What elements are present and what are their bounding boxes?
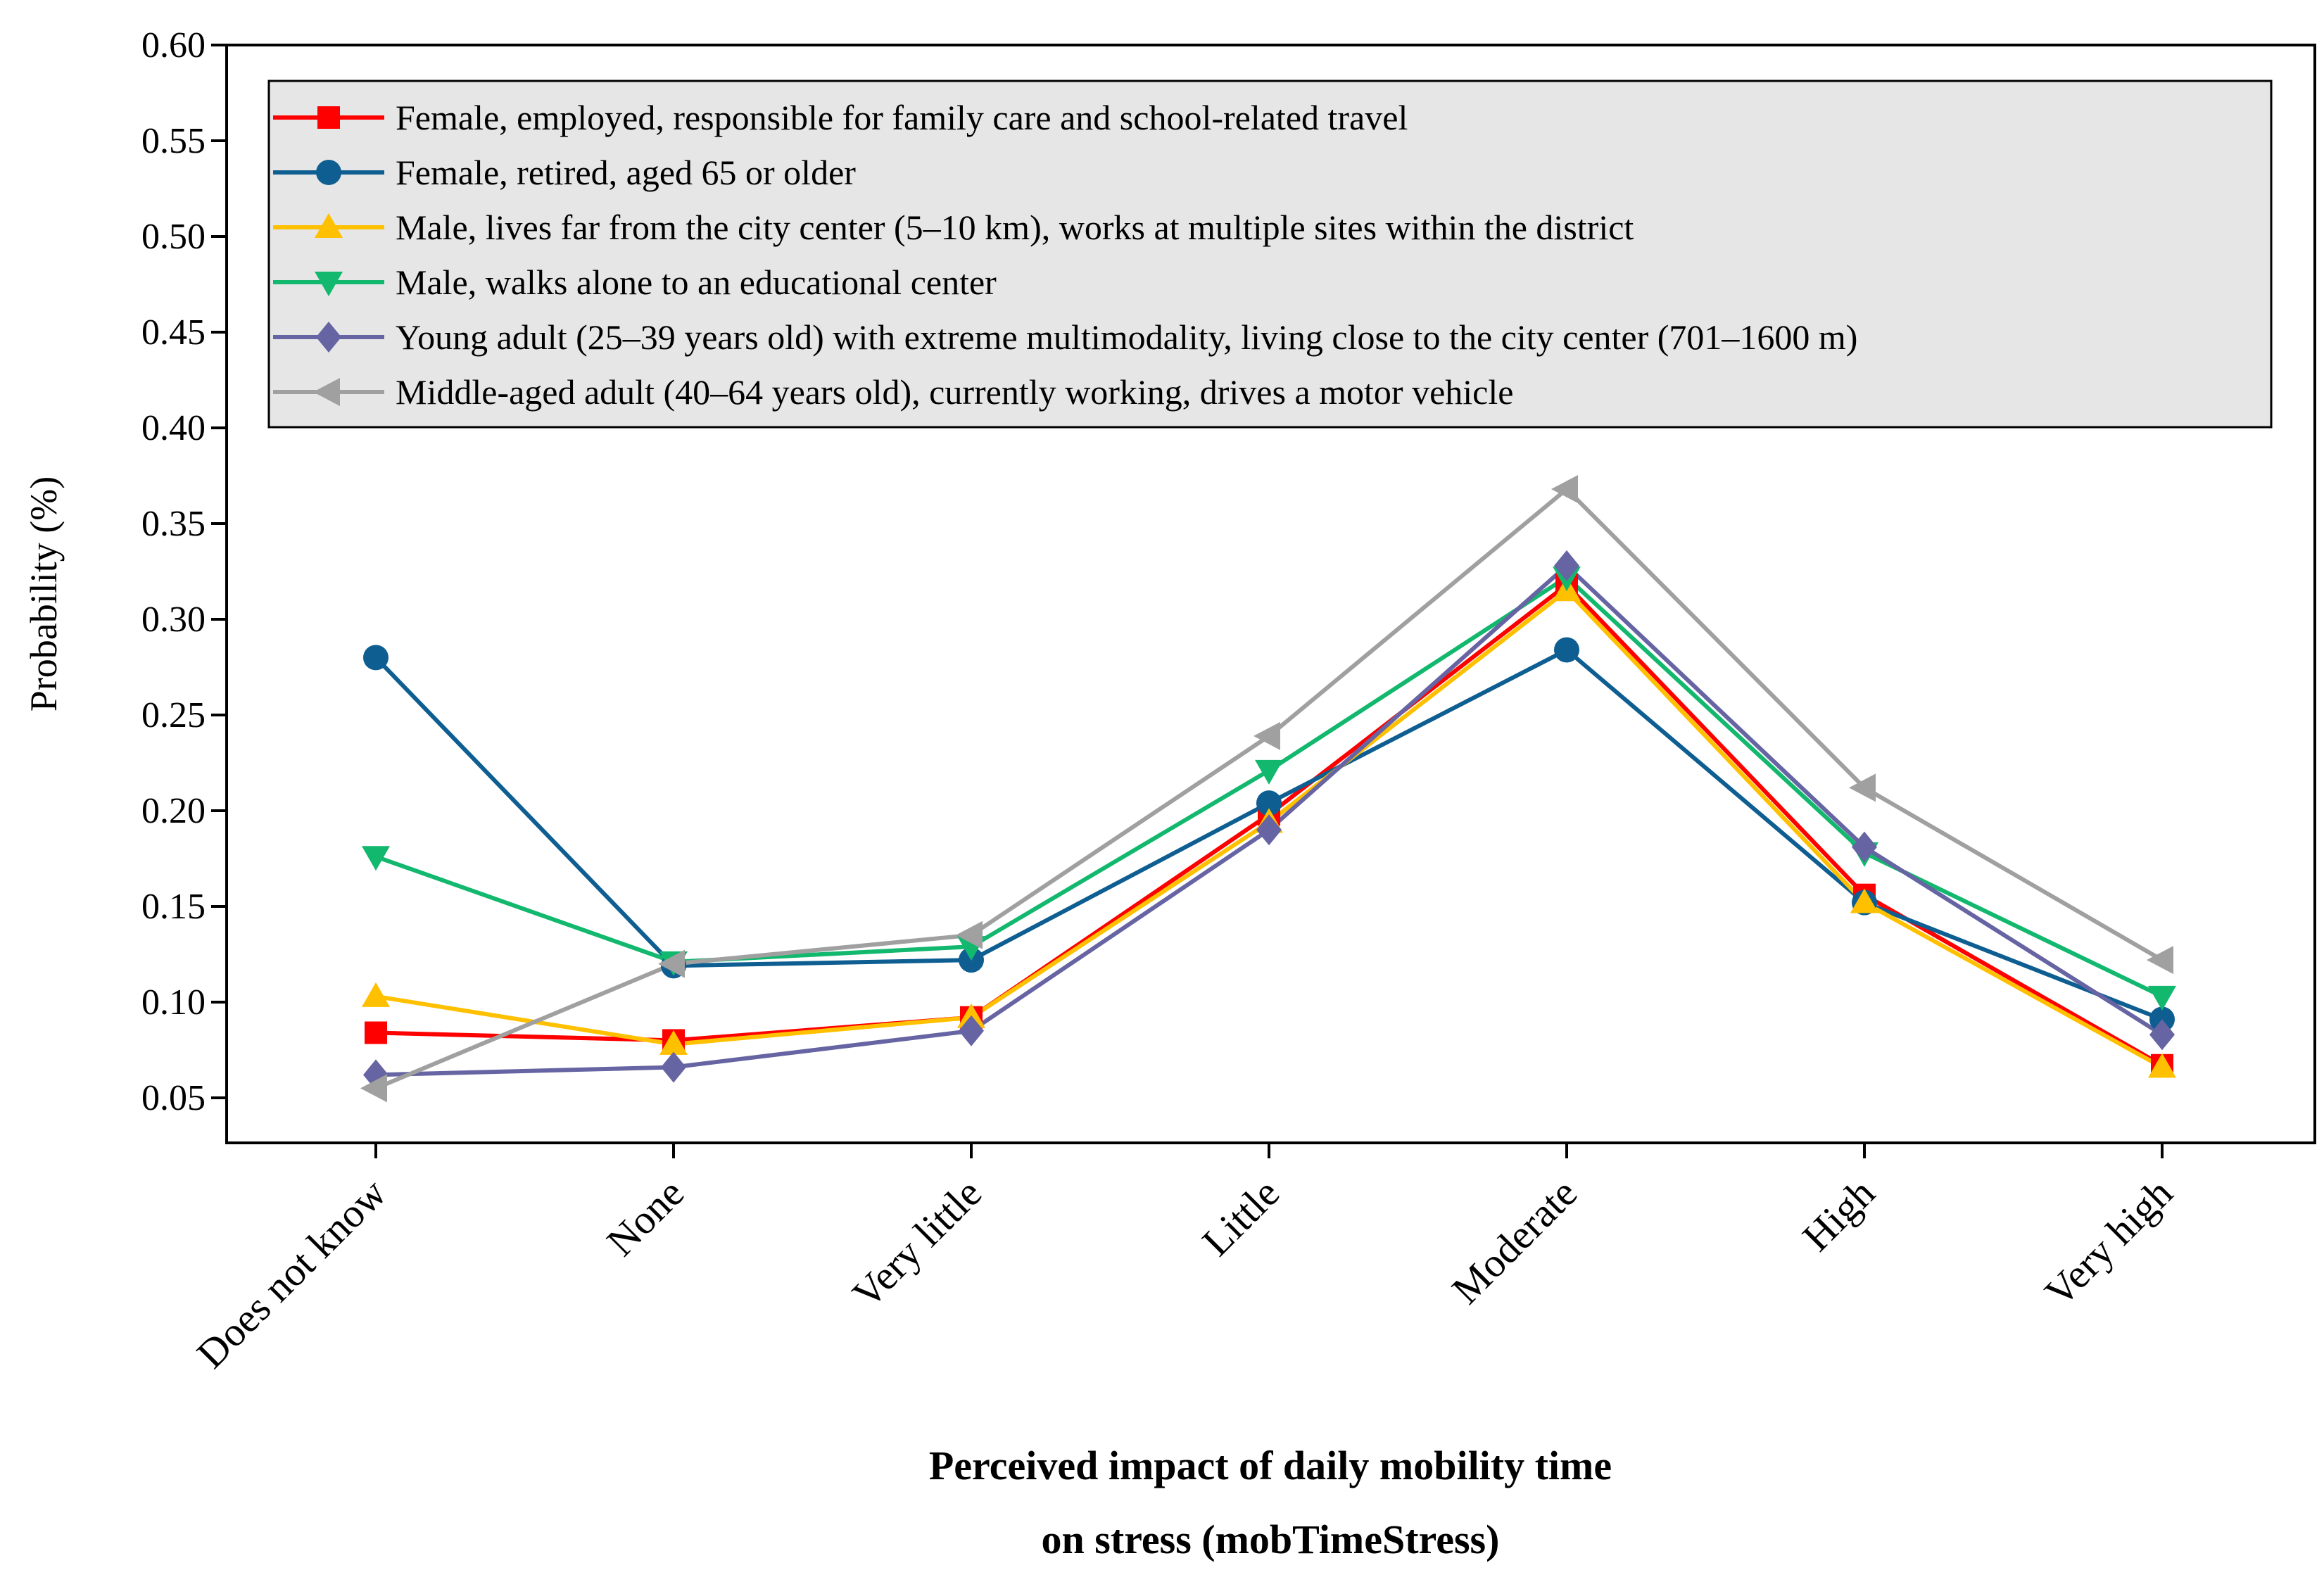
series-markers (360, 475, 2176, 1103)
data-point-s2-4 (1256, 790, 1282, 816)
legend-marker-2 (316, 160, 341, 185)
legend-label-4: Male, walks alone to an educational cent… (396, 262, 997, 302)
y-tick-label: 0.15 (141, 887, 206, 927)
y-tick-label: 0.20 (141, 791, 206, 831)
data-point-s2-1 (363, 645, 389, 671)
legend-label-2: Female, retired, aged 65 or older (396, 153, 856, 192)
data-point-s4-4 (1255, 759, 1283, 785)
data-point-s6-1 (360, 1074, 387, 1103)
x-axis-title-line-2: on stress (mobTimeStress) (1042, 1517, 1500, 1562)
data-point-s4-1 (362, 846, 390, 871)
data-point-s5-5 (1554, 550, 1579, 581)
y-tick-label: 0.60 (141, 25, 206, 65)
y-tick-label: 0.55 (141, 121, 206, 161)
x-axis-title-line-1: Perceived impact of daily mobility time (929, 1443, 1612, 1488)
data-point-s5-3 (959, 1015, 984, 1046)
legend-label-6: Middle-aged adult (40–64 years old), cur… (396, 372, 1513, 412)
data-point-s6-6 (1849, 773, 1876, 802)
data-point-s5-6 (1852, 831, 1877, 863)
legend-label-3: Male, lives far from the city center (5–… (396, 208, 1634, 247)
data-point-s3-7 (2148, 1053, 2176, 1078)
data-point-s6-4 (1253, 721, 1280, 750)
plot-frame (225, 44, 2316, 1144)
y-tick-label: 0.10 (141, 982, 206, 1023)
legend-marker-5 (316, 322, 341, 353)
legend-box (267, 80, 2273, 429)
data-point-s1-1 (365, 1021, 387, 1044)
legend-marker-3 (315, 213, 343, 238)
legend-marker-6 (313, 378, 340, 406)
y-tick-label: 0.40 (141, 408, 206, 448)
legend-label-5: Young adult (25–39 years old) with extre… (396, 317, 1857, 357)
data-point-s2-5 (1554, 637, 1579, 663)
legend-marker-1 (317, 106, 340, 129)
y-axis-title: Probability (%) (23, 476, 65, 711)
data-point-s6-7 (2147, 946, 2173, 975)
data-point-s6-2 (658, 949, 685, 978)
y-tick-label: 0.45 (141, 312, 206, 353)
data-point-s5-2 (661, 1051, 686, 1083)
legend: Female, employed, responsible for family… (267, 80, 2273, 429)
data-point-s3-2 (659, 1030, 688, 1055)
y-tick-label: 0.35 (141, 504, 206, 544)
data-point-s6-3 (956, 920, 983, 949)
y-tick-label: 0.25 (141, 695, 206, 735)
data-point-s3-1 (362, 982, 390, 1007)
data-point-s5-4 (1256, 814, 1282, 846)
y-tick-label: 0.50 (141, 217, 206, 257)
y-tick-label: 0.05 (141, 1078, 206, 1118)
data-point-s4-7 (2148, 985, 2176, 1011)
data-point-s3-6 (1850, 888, 1878, 913)
data-point-s6-5 (1551, 475, 1578, 504)
legend-label-1: Female, employed, responsible for family… (396, 98, 1408, 137)
data-point-s5-7 (2149, 1019, 2175, 1051)
y-tick-label: 0.30 (141, 600, 206, 640)
legend-marker-4 (315, 272, 343, 296)
